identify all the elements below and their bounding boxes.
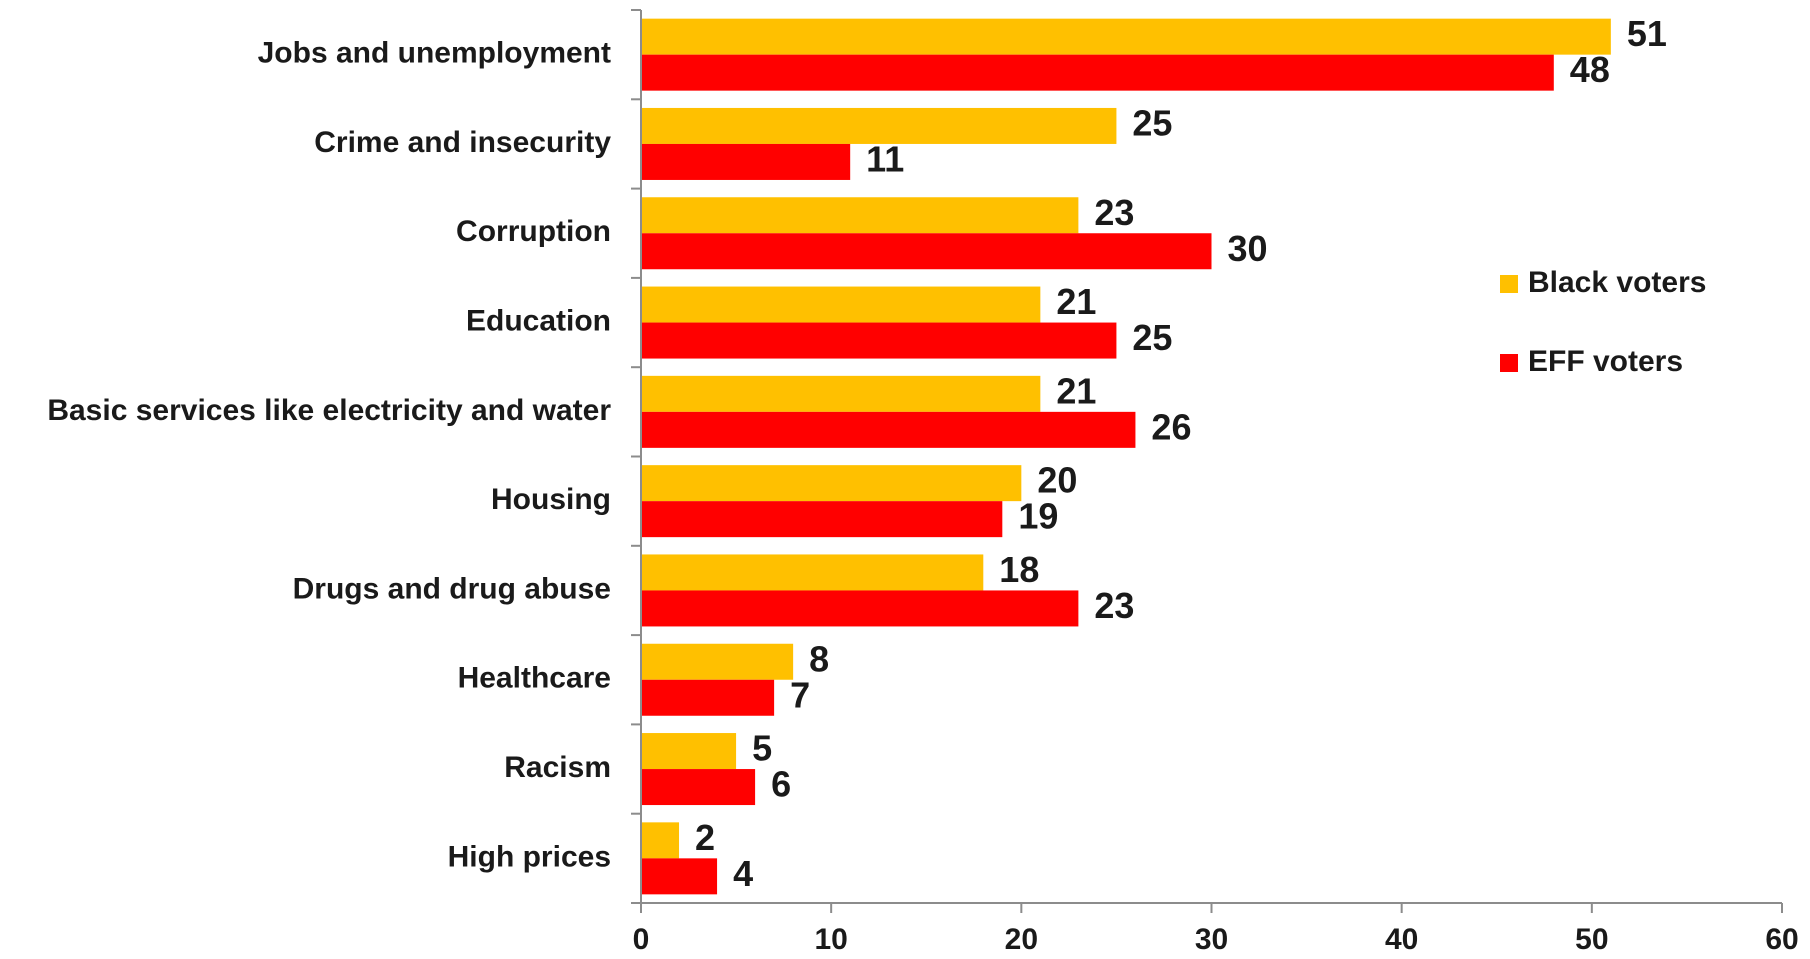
bar-eff-voters-corruption bbox=[641, 233, 1212, 270]
bar-black-voters-housing bbox=[641, 465, 1022, 502]
data-label-eff-voters-basic-services-like-electricity-and-water: 26 bbox=[1151, 406, 1191, 447]
data-label-black-voters-racism: 5 bbox=[752, 728, 772, 769]
x-tick-label-0: 0 bbox=[633, 923, 650, 956]
bar-eff-voters-healthcare bbox=[641, 679, 775, 716]
data-label-black-voters-crime-and-insecurity: 25 bbox=[1132, 102, 1172, 143]
bar-black-voters-high-prices bbox=[641, 822, 680, 859]
data-label-eff-voters-healthcare: 7 bbox=[790, 674, 810, 715]
bar-black-voters-crime-and-insecurity bbox=[641, 107, 1117, 144]
legend-swatch-eff-voters bbox=[1500, 354, 1518, 372]
data-label-eff-voters-housing: 19 bbox=[1018, 496, 1058, 537]
x-tick-label-10: 10 bbox=[814, 923, 847, 956]
data-label-eff-voters-high-prices: 4 bbox=[733, 853, 753, 894]
bar-black-voters-racism bbox=[641, 733, 737, 770]
bar-black-voters-healthcare bbox=[641, 643, 794, 680]
legend-label-eff-voters: EFF voters bbox=[1528, 345, 1683, 378]
bar-black-voters-corruption bbox=[641, 197, 1079, 234]
legend-label-black-voters: Black voters bbox=[1528, 266, 1706, 299]
bar-eff-voters-crime-and-insecurity bbox=[641, 143, 851, 180]
x-tick-label-30: 30 bbox=[1195, 923, 1228, 956]
bar-black-voters-education bbox=[641, 286, 1041, 323]
category-label-education: Education bbox=[466, 304, 611, 337]
data-label-black-voters-healthcare: 8 bbox=[809, 638, 829, 679]
data-label-black-voters-education: 21 bbox=[1056, 281, 1096, 322]
bar-black-voters-jobs-and-unemployment bbox=[641, 18, 1611, 55]
category-label-racism: Racism bbox=[504, 751, 611, 784]
x-tick-label-40: 40 bbox=[1385, 923, 1418, 956]
bar-eff-voters-jobs-and-unemployment bbox=[641, 54, 1554, 91]
bars-layer bbox=[641, 18, 1611, 895]
data-label-eff-voters-jobs-and-unemployment: 48 bbox=[1570, 49, 1610, 90]
data-label-black-voters-drugs-and-drug-abuse: 18 bbox=[999, 549, 1039, 590]
data-label-black-voters-jobs-and-unemployment: 51 bbox=[1627, 13, 1667, 54]
legend-swatch-black-voters bbox=[1500, 275, 1518, 293]
category-label-healthcare: Healthcare bbox=[458, 662, 611, 695]
data-label-black-voters-basic-services-like-electricity-and-water: 21 bbox=[1056, 370, 1096, 411]
tick-labels-layer: 0 10 20 30 40 50 60 bbox=[633, 923, 1799, 956]
data-label-eff-voters-corruption: 30 bbox=[1228, 228, 1268, 269]
x-tick-label-50: 50 bbox=[1575, 923, 1608, 956]
category-labels-layer: Jobs and unemployment Crime and insecurit… bbox=[47, 37, 611, 874]
data-label-eff-voters-drugs-and-drug-abuse: 23 bbox=[1094, 585, 1134, 626]
category-label-crime-and-insecurity: Crime and insecurity bbox=[314, 126, 611, 159]
bar-eff-voters-high-prices bbox=[641, 858, 718, 895]
data-label-eff-voters-education: 25 bbox=[1132, 317, 1172, 358]
category-label-jobs-and-unemployment: Jobs and unemployment bbox=[258, 37, 611, 70]
data-label-eff-voters-racism: 6 bbox=[771, 764, 791, 805]
data-label-black-voters-high-prices: 2 bbox=[695, 817, 715, 858]
bar-black-voters-drugs-and-drug-abuse bbox=[641, 554, 984, 591]
category-label-high-prices: High prices bbox=[448, 840, 611, 873]
legend: Black voters EFF voters bbox=[1500, 266, 1706, 378]
bar-eff-voters-housing bbox=[641, 501, 1003, 538]
category-label-basic-services-like-electricity-and-water: Basic services like electricity and wate… bbox=[47, 394, 611, 427]
data-label-black-voters-corruption: 23 bbox=[1094, 192, 1134, 233]
bar-eff-voters-racism bbox=[641, 769, 756, 806]
bar-eff-voters-basic-services-like-electricity-and-water bbox=[641, 411, 1136, 448]
data-label-black-voters-housing: 20 bbox=[1037, 460, 1077, 501]
bar-eff-voters-drugs-and-drug-abuse bbox=[641, 590, 1079, 627]
x-tick-label-20: 20 bbox=[1005, 923, 1038, 956]
category-label-drugs-and-drug-abuse: Drugs and drug abuse bbox=[293, 572, 611, 605]
x-tick-label-60: 60 bbox=[1765, 923, 1798, 956]
category-label-housing: Housing bbox=[491, 483, 611, 516]
data-label-eff-voters-crime-and-insecurity: 11 bbox=[866, 138, 904, 179]
axes-layer bbox=[631, 9, 1783, 913]
bar-black-voters-basic-services-like-electricity-and-water bbox=[641, 375, 1041, 412]
bar-eff-voters-education bbox=[641, 322, 1117, 359]
category-label-corruption: Corruption bbox=[456, 215, 611, 248]
